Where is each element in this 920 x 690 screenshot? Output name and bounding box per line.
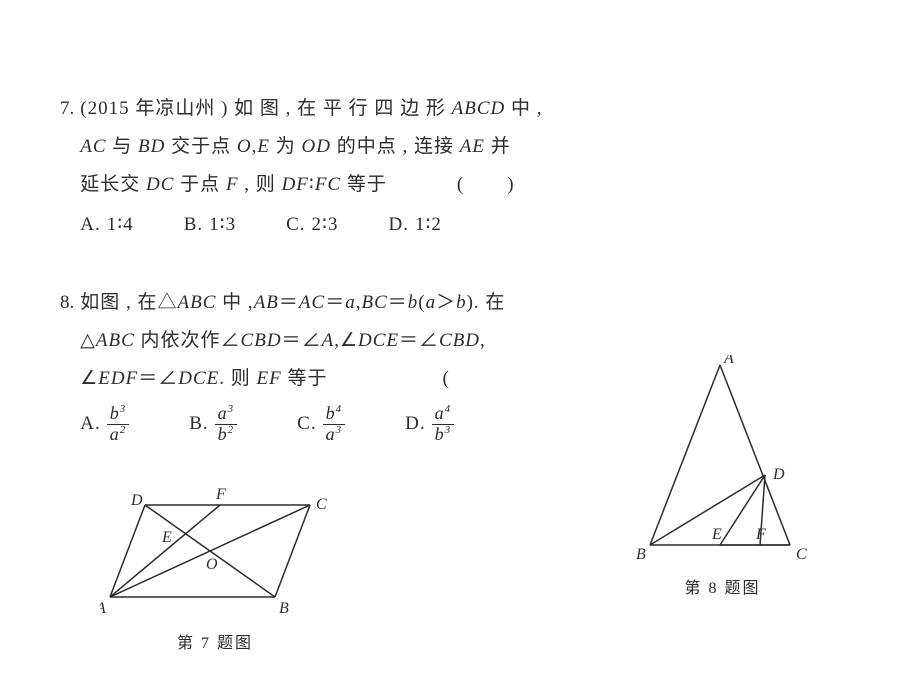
problem-7: 7. (2015 年凉山州 ) 如 图 , 在 平 行 四 边 形 ABCD 中…	[60, 90, 880, 244]
figure-8: A B C D E F 第 8 题图	[635, 355, 810, 598]
figure-7-caption: 第 7 题图	[100, 629, 330, 653]
q7-choices: A.1∶4 B.1∶3 C.2∶3 D.1∶2	[80, 206, 880, 244]
q7-answer-paren: ( )	[457, 166, 516, 204]
svg-text:E: E	[711, 526, 722, 543]
fraction: a4 b3	[432, 404, 455, 445]
fraction: a3 b2	[215, 404, 238, 445]
q7-line1: (2015 年凉山州 ) 如 图 , 在 平 行 四 边 形 ABCD 中 ,	[80, 90, 880, 128]
fraction: b4 a3	[323, 404, 346, 445]
svg-text:E: E	[161, 529, 172, 546]
q7-line3: 延长交 DC 于点 F , 则 DF∶FC 等于( )	[80, 166, 880, 204]
q7-choice-d: D.1∶2	[388, 206, 441, 244]
q7-choice-b: B.1∶3	[184, 206, 236, 244]
problem-7-text: (2015 年凉山州 ) 如 图 , 在 平 行 四 边 形 ABCD 中 , …	[80, 90, 880, 244]
q8-choice-c: C. b4 a3	[297, 404, 345, 445]
svg-text:D: D	[772, 466, 785, 483]
svg-text:F: F	[755, 526, 766, 543]
svg-text:B: B	[636, 546, 646, 563]
q7-choice-a: A.1∶4	[80, 206, 133, 244]
q8-line1: 如图 , 在△ABC 中 ,AB＝AC＝a,BC＝b(a＞b). 在	[80, 284, 880, 322]
q7-line2: AC 与 BD 交于点 O,E 为 OD 的中点 , 连接 AE 并	[80, 128, 880, 166]
problem-7-body: 7. (2015 年凉山州 ) 如 图 , 在 平 行 四 边 形 ABCD 中…	[60, 90, 880, 244]
svg-text:A: A	[100, 600, 106, 617]
figure-7-svg: A B C D F E O	[100, 485, 330, 620]
figure-8-caption: 第 8 题图	[635, 574, 810, 598]
svg-text:D: D	[130, 492, 143, 509]
problem-8-number: 8.	[60, 284, 80, 322]
problem-7-number: 7.	[60, 90, 80, 128]
q8-choice-b: B. a3 b2	[189, 404, 237, 445]
q7-choice-c: C.2∶3	[286, 206, 338, 244]
svg-text:O: O	[206, 556, 218, 573]
svg-text:C: C	[796, 546, 807, 563]
svg-text:F: F	[215, 486, 226, 503]
svg-text:A: A	[723, 355, 734, 367]
q8-answer-paren: (	[443, 360, 451, 398]
fraction: b3 a2	[107, 404, 130, 445]
q8-choice-a: A. b3 a2	[80, 404, 129, 445]
q8-choice-d: D. a4 b3	[405, 404, 454, 445]
svg-text:C: C	[316, 496, 327, 513]
figure-7: A B C D F E O 第 7 题图	[100, 485, 330, 653]
svg-text:B: B	[279, 600, 289, 617]
figure-8-svg: A B C D E F	[635, 355, 810, 565]
